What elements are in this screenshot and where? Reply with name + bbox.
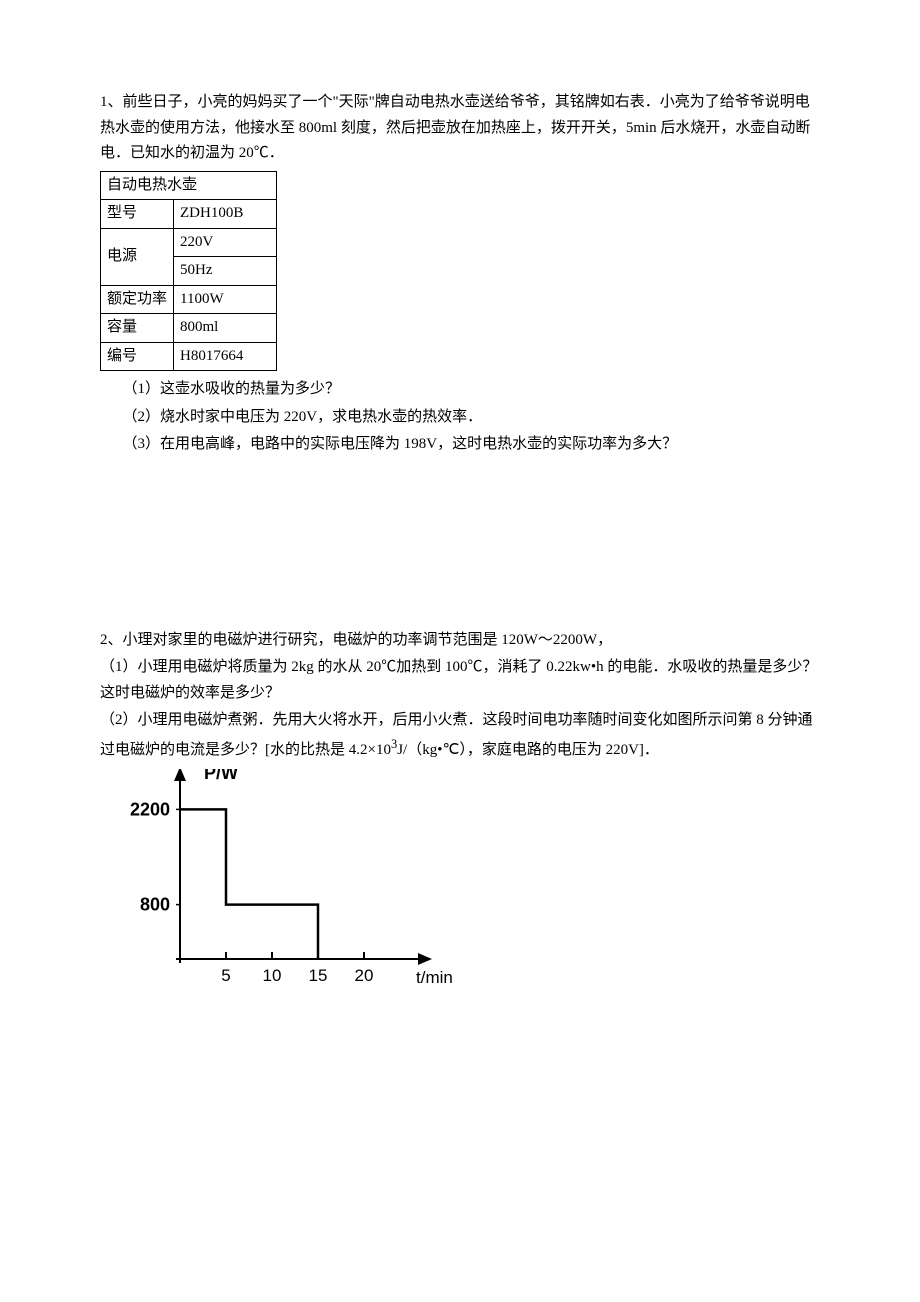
table-cell: 容量 [101,314,174,343]
table-row: 型号 ZDH100B [101,200,277,229]
table-cell: 800ml [174,314,277,343]
q1-sub2: （2）烧水时家中电压为 220V，求电热水壶的热效率． [100,405,820,431]
power-time-chart: P/W t/min 2200 800 5 10 15 20 [100,769,460,1009]
table-cell: 额定功率 [101,285,174,314]
table-row: 电源 220V [101,228,277,257]
table-row: 容量 800ml [101,314,277,343]
q1-intro: 1、前些日子，小亮的妈妈买了一个"天际"牌自动电热水壶送给爷爷，其铭牌如右表．小… [100,90,820,167]
svg-text:2200: 2200 [130,799,170,819]
q2-line3-b: J/（kg•℃），家庭电路的电压为 220V]． [397,742,659,758]
table-row: 额定功率 1100W [101,285,277,314]
svg-text:10: 10 [263,966,282,985]
table-cell: 电源 [101,228,174,285]
svg-text:t/min: t/min [416,968,453,987]
spec-table: 自动电热水壶 型号 ZDH100B 电源 220V 50Hz 额定功率 1100… [100,171,277,372]
q2-line1: 2、小理对家里的电磁炉进行研究，电磁炉的功率调节范围是 120W～2200W， [100,628,820,654]
q2-line3: （2）小理用电磁炉煮粥．先用大火将水开，后用小火煮．这段时间电功率随时间变化如图… [100,708,820,763]
table-cell: 50Hz [174,257,277,286]
svg-text:P/W: P/W [204,769,238,783]
svg-text:15: 15 [309,966,328,985]
table-row: 自动电热水壶 [101,171,277,200]
table-cell: 1100W [174,285,277,314]
question-2: 2、小理对家里的电磁炉进行研究，电磁炉的功率调节范围是 120W～2200W， … [100,628,820,1010]
table-cell: 型号 [101,200,174,229]
svg-text:5: 5 [221,966,230,985]
table-cell: 自动电热水壶 [101,171,277,200]
table-cell: H8017664 [174,342,277,371]
q2-line2: （1）小理用电磁炉将质量为 2kg 的水从 20℃加热到 100℃，消耗了 0.… [100,655,820,706]
table-cell: ZDH100B [174,200,277,229]
table-cell: 220V [174,228,277,257]
table-row: 编号 H8017664 [101,342,277,371]
table-cell: 编号 [101,342,174,371]
q1-sub3: （3）在用电高峰，电路中的实际电压降为 198V，这时电热水壶的实际功率为多大？ [100,432,820,458]
svg-text:20: 20 [355,966,374,985]
svg-text:800: 800 [140,895,170,915]
question-1: 1、前些日子，小亮的妈妈买了一个"天际"牌自动电热水壶送给爷爷，其铭牌如右表．小… [100,90,820,458]
q1-sub1: （1）这壶水吸收的热量为多少？ [100,377,820,403]
